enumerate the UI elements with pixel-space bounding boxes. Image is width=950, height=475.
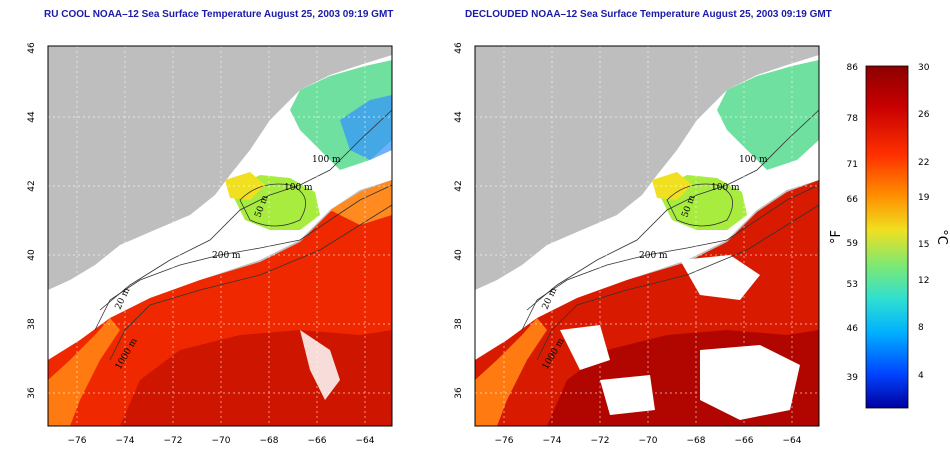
contour-label: 200 m	[212, 251, 241, 261]
f-tick-label: 86	[847, 63, 859, 73]
c-tick-label: 15	[918, 240, 929, 250]
contour-label: 100 m	[312, 155, 341, 165]
left-y-axis: 36 38 40 42 44 46	[27, 42, 37, 399]
c-tick-label: 19	[918, 193, 930, 203]
y-tick-label: 44	[27, 111, 37, 123]
x-tick-label: −72	[591, 436, 610, 446]
y-tick-label: 42	[454, 180, 464, 191]
c-tick-label: 30	[918, 63, 930, 73]
celsius-ticks: 30 26 22 19 15 12 8 4	[918, 63, 930, 381]
orange-shelf	[48, 318, 120, 426]
grid	[475, 46, 819, 426]
x-tick-label: −76	[495, 436, 514, 446]
contour-200m	[521, 184, 819, 331]
x-tick-label: −64	[783, 436, 802, 446]
orange-patch	[330, 180, 392, 225]
y-tick-label: 38	[454, 318, 464, 330]
right-map: 100 m 100 m 50 m 200 m 20 m 1000 m	[475, 46, 819, 426]
x-tick-label: −64	[356, 436, 375, 446]
y-tick-label: 46	[27, 42, 37, 54]
y-tick-label: 36	[27, 387, 37, 399]
y-tick-label: 38	[27, 318, 37, 330]
x-tick-label: −74	[116, 436, 135, 446]
cloud-streak	[300, 330, 340, 400]
y-tick-label: 40	[27, 249, 37, 261]
c-tick-label: 26	[918, 110, 930, 120]
y-tick-label: 36	[454, 387, 464, 399]
x-tick-label: −76	[68, 436, 87, 446]
x-tick-label: −70	[639, 436, 658, 446]
cloud-hole	[600, 375, 655, 415]
x-tick-label: −66	[308, 436, 327, 446]
y-tick-label: 40	[454, 249, 464, 261]
grid	[48, 46, 392, 426]
f-tick-label: 78	[847, 114, 859, 124]
f-tick-label: 71	[847, 160, 858, 170]
x-tick-label: −70	[212, 436, 231, 446]
y-tick-label: 46	[454, 42, 464, 54]
c-tick-label: 8	[918, 323, 924, 333]
contour-100m	[99, 109, 392, 311]
x-tick-label: −66	[735, 436, 754, 446]
colorbar-gradient	[865, 65, 909, 409]
f-tick-label: 59	[847, 239, 859, 249]
left-map: 100 m 100 m 50 m 200 m 20 m 1000 m	[48, 46, 392, 426]
blue-patch	[340, 95, 392, 160]
fahrenheit-unit-label: °F	[829, 230, 844, 244]
contour-label: 100 m	[739, 155, 768, 165]
left-panel-title: RU COOL NOAA–12 Sea Surface Temperature …	[44, 9, 394, 20]
c-tick-label: 4	[918, 371, 924, 381]
contour-label: 100 m	[711, 183, 740, 193]
left-map-frame	[47, 45, 393, 427]
contour-1000m	[109, 204, 392, 361]
contour-200m	[94, 184, 392, 331]
colorbar: 86 78 71 66 59 53 46 39 30 26 22 19 15 1…	[829, 63, 949, 409]
cloud-hole	[700, 345, 800, 420]
cloud-hole	[560, 325, 610, 370]
x-tick-label: −72	[164, 436, 183, 446]
right-panel-title: DECLOUDED NOAA–12 Sea Surface Temperatur…	[465, 9, 832, 20]
right-map-frame	[474, 45, 820, 427]
c-tick-label: 12	[918, 276, 929, 286]
f-tick-label: 53	[847, 280, 858, 290]
contour-label: 200 m	[639, 251, 668, 261]
celsius-unit-label: °C	[934, 229, 949, 245]
cool-water	[717, 60, 819, 170]
f-tick-label: 39	[847, 373, 859, 383]
cloud-hole	[680, 255, 760, 300]
y-tick-label: 42	[27, 180, 37, 191]
left-x-axis: −76 −74 −72 −70 −68 −66 −64	[68, 436, 375, 446]
x-tick-label: −68	[687, 436, 706, 446]
f-tick-label: 46	[847, 324, 859, 334]
c-tick-label: 22	[918, 158, 929, 168]
right-x-axis: −76 −74 −72 −70 −68 −66 −64	[495, 436, 802, 446]
x-tick-label: −68	[260, 436, 279, 446]
contour-1000m	[536, 204, 819, 361]
f-tick-label: 66	[847, 195, 859, 205]
contour-label: 100 m	[284, 183, 313, 193]
y-tick-label: 44	[454, 111, 464, 123]
x-tick-label: −74	[543, 436, 562, 446]
right-y-axis: 36 38 40 42 44 46	[454, 42, 464, 399]
fahrenheit-ticks: 86 78 71 66 59 53 46 39	[847, 63, 859, 383]
contour-100m	[526, 109, 819, 311]
orange-shelf	[475, 318, 547, 426]
